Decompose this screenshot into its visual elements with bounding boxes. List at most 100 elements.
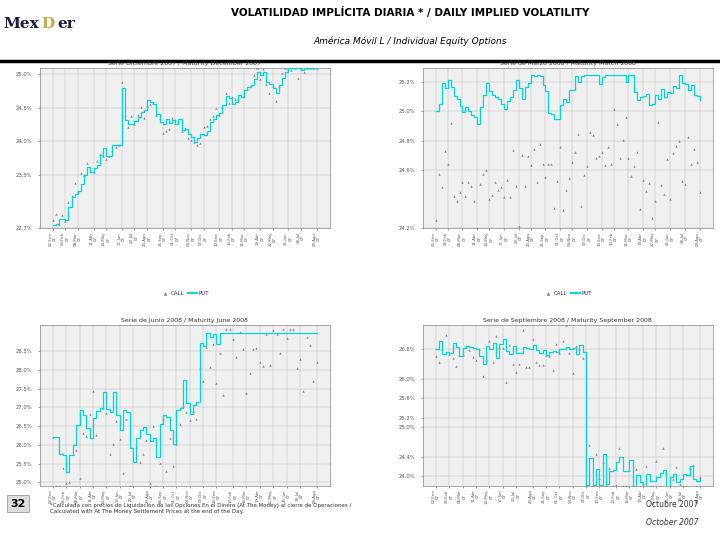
Point <box>490 178 501 186</box>
Point <box>57 463 68 472</box>
Point <box>433 357 445 366</box>
Point <box>81 159 93 167</box>
Point <box>430 352 441 360</box>
Point <box>77 428 89 437</box>
Point <box>132 111 143 119</box>
Point <box>430 215 441 224</box>
Point <box>493 342 505 351</box>
Point <box>629 161 640 170</box>
Point <box>210 104 222 113</box>
Point <box>658 190 670 199</box>
Point <box>620 112 631 121</box>
Point <box>104 450 115 459</box>
Point <box>157 129 168 137</box>
Point <box>484 336 495 345</box>
Point <box>519 182 531 191</box>
Text: October 2007: October 2007 <box>646 518 698 527</box>
Point <box>527 335 539 343</box>
Point <box>88 168 99 177</box>
Point <box>624 466 635 475</box>
Point <box>560 186 572 195</box>
Point <box>245 80 256 89</box>
Point <box>85 167 96 176</box>
Point <box>497 344 508 353</box>
Point <box>140 436 152 444</box>
Point <box>284 325 296 333</box>
Point <box>584 441 595 449</box>
Point <box>549 204 560 212</box>
Point <box>213 111 225 120</box>
Text: Octubre 2007: Octubre 2007 <box>646 500 698 509</box>
Point <box>522 151 534 160</box>
Point <box>572 129 584 138</box>
Point <box>456 351 468 360</box>
Point <box>104 152 115 160</box>
Point <box>113 141 125 150</box>
Point <box>691 158 703 167</box>
Point <box>233 94 244 103</box>
Point <box>504 193 516 201</box>
Point <box>507 146 518 155</box>
Point <box>258 64 269 73</box>
Point <box>547 366 559 374</box>
Point <box>456 178 468 186</box>
Point <box>194 364 205 373</box>
Point <box>161 467 172 475</box>
Point <box>248 345 259 354</box>
Point <box>647 213 658 222</box>
Point <box>150 482 162 490</box>
Point <box>652 118 664 127</box>
Point <box>238 87 250 96</box>
Point <box>507 360 518 368</box>
Point <box>513 359 525 368</box>
Point <box>47 433 58 441</box>
Point <box>530 357 541 366</box>
Point <box>650 457 662 465</box>
Point <box>251 64 263 73</box>
Text: er: er <box>58 17 76 31</box>
Point <box>631 148 643 157</box>
Point <box>207 112 219 120</box>
Point <box>567 158 578 166</box>
Point <box>644 482 655 490</box>
Point <box>148 98 159 107</box>
Point <box>690 482 702 490</box>
Point <box>503 340 515 349</box>
Point <box>184 415 195 424</box>
Point <box>257 361 269 370</box>
Point <box>688 145 699 153</box>
Point <box>647 482 659 490</box>
Point <box>667 475 679 483</box>
Point <box>234 328 246 336</box>
Point <box>307 63 319 72</box>
Point <box>141 102 153 110</box>
Point <box>261 80 272 89</box>
Point <box>637 176 649 184</box>
Point <box>125 112 137 120</box>
Point <box>495 183 507 191</box>
Point <box>66 192 77 200</box>
Point <box>298 68 310 76</box>
Point <box>680 482 692 490</box>
Point <box>593 151 605 160</box>
Point <box>570 148 581 157</box>
Point <box>163 125 175 134</box>
Point <box>510 368 522 377</box>
Point <box>611 481 622 489</box>
Point <box>498 193 510 201</box>
Point <box>480 166 492 174</box>
Title: Serie de Junio 2008 / Maturity June 2008: Serie de Junio 2008 / Maturity June 2008 <box>121 318 248 323</box>
Point <box>169 116 181 124</box>
Point <box>483 195 495 204</box>
Point <box>516 151 528 159</box>
Point <box>574 345 585 354</box>
Point <box>534 361 545 370</box>
Point <box>54 482 66 490</box>
Point <box>167 462 179 471</box>
Point <box>450 361 462 370</box>
Point <box>224 325 235 333</box>
Point <box>100 155 112 164</box>
Point <box>594 474 606 482</box>
Point <box>97 152 109 160</box>
Point <box>640 462 652 470</box>
